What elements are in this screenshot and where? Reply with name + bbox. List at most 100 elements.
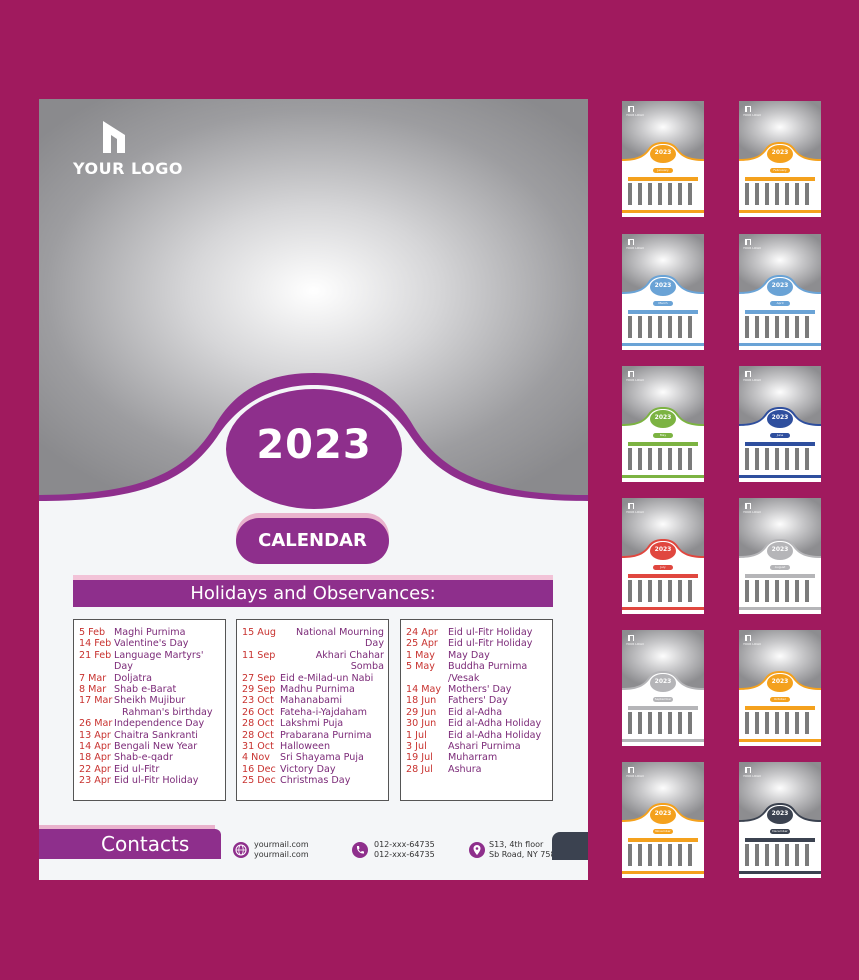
thumbnail-month: November	[653, 829, 673, 834]
thumbnail-day-grid	[745, 448, 815, 470]
thumbnail-month: June	[770, 433, 790, 438]
holidays-column-2: 15 Aug National Mourning Day 11 Sep Akhari…	[236, 619, 389, 801]
thumbnail-day-grid	[628, 448, 698, 470]
thumbnail-day-grid	[628, 183, 698, 205]
thumbnail-logo-text: YOUR LOGO	[743, 246, 761, 250]
thumbnail-day-grid	[628, 844, 698, 866]
thumbnail-weekday-header	[628, 706, 698, 710]
thumbnail-logo-icon	[745, 635, 751, 641]
month-thumbnail[interactable]: YOUR LOGO 2023 June	[739, 366, 821, 482]
month-thumbnail[interactable]: YOUR LOGO 2023 May	[622, 366, 704, 482]
thumbnail-weekday-header	[628, 442, 698, 446]
thumbnail-day-grid	[628, 580, 698, 602]
holiday-row: 18 Apr Shab-e-qadr	[79, 752, 173, 764]
holiday-row: 23 Apr Eid ul-Fitr Holiday	[79, 775, 199, 787]
holiday-row: 5 Feb Maghi Purnima	[79, 627, 186, 638]
thumbnail-day-grid	[745, 183, 815, 205]
address-line-1: S13, 4th floor	[489, 840, 544, 849]
thumbnail-logo-text: YOUR LOGO	[743, 113, 761, 117]
holiday-row: 28 Oct Lakshmi Puja	[242, 718, 344, 730]
thumbnail-footer	[622, 739, 704, 742]
phone-line-2: 012-xxx-64735	[374, 850, 435, 859]
holiday-row: 25 Dec Christmas Day	[242, 775, 351, 787]
holiday-row: 28 Oct Prabarana Purnima	[242, 729, 372, 741]
contacts-label: Contacts	[39, 829, 221, 859]
holiday-row: 15 Aug National Mourning Day	[242, 627, 384, 650]
thumbnail-year: 2023	[654, 678, 672, 685]
month-thumbnail[interactable]: YOUR LOGO 2023 August	[739, 498, 821, 614]
thumbnail-year: 2023	[654, 282, 672, 289]
thumbnail-footer	[739, 343, 821, 346]
thumbnail-year: 2023	[771, 678, 789, 685]
thumbnail-logo-text: YOUR LOGO	[626, 510, 644, 514]
holiday-row: 14 Apr Bengali New Year	[79, 741, 198, 753]
thumbnail-logo-text: YOUR LOGO	[743, 774, 761, 778]
location-icon	[469, 842, 485, 858]
thumbnail-logo-icon	[628, 635, 634, 641]
thumbnail-logo-text: YOUR LOGO	[626, 246, 644, 250]
holiday-row: 23 Oct Mahanabami	[242, 695, 343, 707]
thumbnail-wave	[622, 142, 704, 165]
phone-icon	[352, 842, 368, 858]
thumbnail-footer	[739, 210, 821, 213]
thumbnail-year: 2023	[771, 546, 789, 553]
thumbnail-weekday-header	[745, 574, 815, 578]
phone-line-1: 012-xxx-64735	[374, 840, 435, 849]
month-thumbnail[interactable]: YOUR LOGO 2023 February	[739, 101, 821, 217]
thumbnail-footer	[739, 607, 821, 610]
thumbnail-logo-icon	[628, 767, 634, 773]
calendar-page: YOUR LOGO 2023 CALENDAR Holidays and Obs…	[39, 99, 588, 880]
thumbnail-day-grid	[745, 580, 815, 602]
thumbnail-weekday-header	[745, 177, 815, 181]
thumbnail-wave	[739, 803, 821, 826]
holiday-row: 14 Feb Valentine's Day	[79, 638, 189, 650]
holiday-row: 14 May Mothers' Day	[406, 684, 512, 696]
holiday-row: 26 Mar Independence Day	[79, 718, 205, 730]
month-thumbnail[interactable]: YOUR LOGO 2023 November	[622, 762, 704, 878]
thumbnail-footer	[739, 475, 821, 478]
month-thumbnail[interactable]: YOUR LOGO 2023 April	[739, 234, 821, 350]
holiday-row: 11 Sep Akhari Chahar Somba	[242, 649, 384, 673]
thumbnail-wave	[622, 275, 704, 298]
thumbnail-logo-icon	[628, 106, 634, 112]
globe-icon	[233, 842, 249, 858]
thumbnail-month: July	[653, 565, 673, 570]
thumbnail-year: 2023	[654, 149, 672, 156]
thumbnail-logo-icon	[628, 503, 634, 509]
corner-tab	[552, 832, 588, 860]
email-line-1: yourmail.com	[254, 840, 309, 849]
thumbnail-logo-text: YOUR LOGO	[743, 642, 761, 646]
month-thumbnail[interactable]: YOUR LOGO 2023 March	[622, 234, 704, 350]
month-thumbnail[interactable]: YOUR LOGO 2023 January	[622, 101, 704, 217]
thumbnail-wave	[739, 539, 821, 562]
thumbnail-weekday-header	[745, 310, 815, 314]
holiday-row: 28 Jul Ashura	[406, 763, 482, 775]
thumbnail-weekday-header	[745, 442, 815, 446]
month-thumbnail[interactable]: YOUR LOGO 2023 July	[622, 498, 704, 614]
holidays-accent-band	[73, 575, 553, 580]
month-thumbnail[interactable]: YOUR LOGO 2023 October	[739, 630, 821, 746]
thumbnail-logo-text: YOUR LOGO	[743, 510, 761, 514]
thumbnail-day-grid	[628, 316, 698, 338]
logo-text: YOUR LOGO	[73, 159, 183, 178]
thumbnail-logo-icon	[745, 239, 751, 245]
holiday-row: 24 Apr Eid ul-Fitr Holiday	[406, 627, 533, 638]
thumbnail-month: March	[653, 301, 673, 306]
thumbnail-logo-text: YOUR LOGO	[626, 113, 644, 117]
holiday-row: 4 Nov Sri Shayama Puja	[242, 752, 364, 764]
email-line-2: yourmail.com	[254, 850, 309, 859]
holiday-row: 25 Apr Eid ul-Fitr Holiday	[406, 638, 533, 650]
thumbnail-wave	[739, 275, 821, 298]
month-thumbnail[interactable]: YOUR LOGO 2023 September	[622, 630, 704, 746]
thumbnail-wave	[622, 539, 704, 562]
thumbnail-year: 2023	[771, 810, 789, 817]
thumbnail-weekday-header	[628, 574, 698, 578]
thumbnail-footer	[739, 739, 821, 742]
year-wave-shape	[39, 373, 588, 517]
holiday-row: 16 Dec Victory Day	[242, 763, 336, 775]
holiday-row: 22 Apr Eid ul-Fitr	[79, 763, 160, 775]
thumbnail-year: 2023	[654, 810, 672, 817]
thumbnail-weekday-header	[628, 838, 698, 842]
thumbnail-logo-icon	[745, 106, 751, 112]
month-thumbnail[interactable]: YOUR LOGO 2023 December	[739, 762, 821, 878]
